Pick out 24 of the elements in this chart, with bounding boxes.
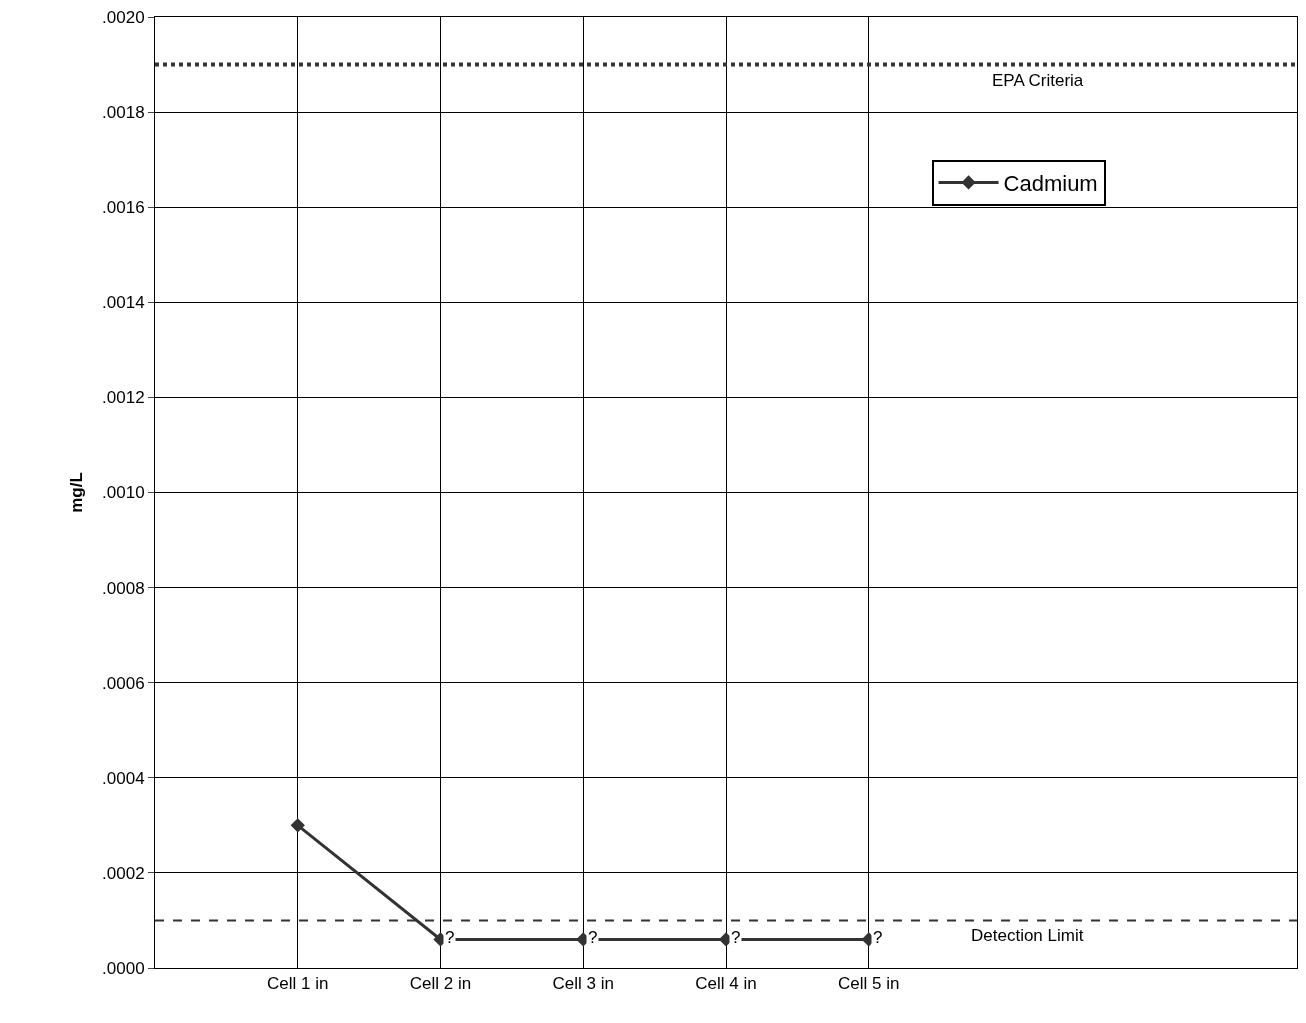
y-tick-label: .0000 — [102, 958, 145, 978]
x-tick-label: Cell 5 in — [838, 974, 900, 994]
annotation: ? — [731, 928, 741, 947]
y-tick-label: .0014 — [102, 293, 145, 313]
ref-line-label: Detection Limit — [971, 926, 1084, 945]
legend-label: Cadmium — [1003, 171, 1098, 197]
y-tick-label: .0004 — [102, 768, 145, 788]
y-tick-label: .0010 — [102, 483, 145, 503]
y-axis-title: mg/L — [66, 472, 86, 513]
ref-line-label: EPA Criteria — [992, 71, 1084, 90]
y-tick-label: .0006 — [102, 673, 145, 693]
y-tick-label: .0008 — [102, 578, 145, 598]
annotation: ? — [588, 928, 598, 947]
y-tick-label: .0012 — [102, 388, 145, 408]
x-tick-label: Cell 3 in — [552, 974, 614, 994]
x-tick-label: Cell 1 in — [267, 974, 329, 994]
x-tick-label: Cell 4 in — [695, 974, 757, 994]
y-tick-label: .0016 — [102, 198, 145, 218]
annotation: ? — [873, 928, 883, 947]
y-tick-label: .0020 — [102, 7, 145, 27]
x-tick-label: Cell 2 in — [409, 974, 472, 994]
y-tick-label: .0002 — [102, 863, 145, 883]
annotation: ? — [445, 928, 455, 947]
y-tick-label: .0018 — [102, 103, 145, 123]
